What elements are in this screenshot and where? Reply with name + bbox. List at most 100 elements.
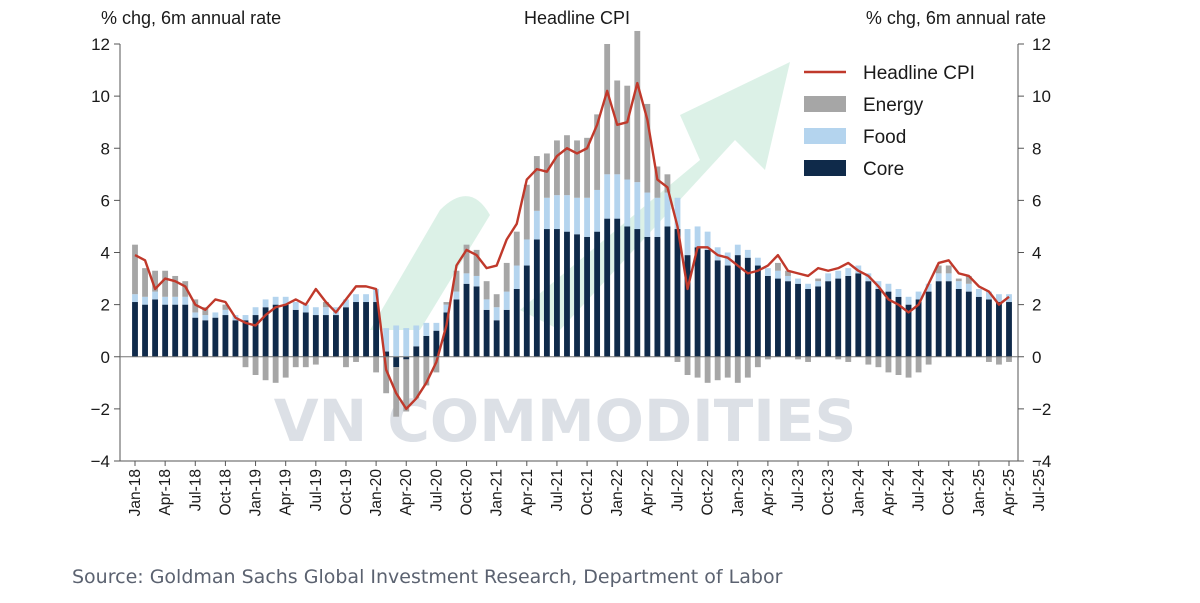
y-tick-label-left: 2: [101, 296, 110, 315]
bar-stack: [654, 166, 661, 357]
core-bar: [473, 286, 480, 357]
bar-stack: [734, 244, 741, 383]
core-bar: [564, 231, 570, 357]
bar-stack: [764, 268, 771, 360]
core-bar: [644, 236, 651, 357]
legend-item: Food: [804, 127, 906, 148]
bar-stack: [1006, 294, 1012, 362]
core-bar: [142, 304, 148, 357]
food-bar: [604, 174, 611, 219]
x-tick-label: Oct-22: [700, 469, 717, 516]
food-bar: [795, 278, 801, 284]
core-bar: [483, 309, 490, 357]
energy-bar: [523, 184, 530, 240]
x-tick-label: Jul-19: [308, 469, 325, 511]
bar-stack: [142, 268, 148, 357]
core-bar: [584, 236, 590, 357]
legend-label: Energy: [863, 95, 924, 116]
energy-bar: [815, 278, 822, 282]
core-bar: [343, 307, 349, 357]
energy-bar: [624, 85, 631, 180]
bar-stack: [965, 275, 972, 357]
energy-bar: [473, 249, 480, 276]
food-bar: [182, 296, 189, 305]
energy-bar: [654, 166, 661, 198]
energy-bar: [132, 244, 138, 295]
food-bar: [614, 174, 621, 219]
y-tick-label-right: −2: [1032, 400, 1051, 419]
food-bar: [493, 307, 500, 321]
energy-bar: [704, 356, 711, 383]
food-bar: [845, 268, 852, 276]
energy-bar: [785, 270, 791, 276]
energy-bar: [795, 356, 801, 360]
bar-stack: [945, 265, 952, 357]
core-bar: [423, 335, 430, 357]
legend-label: Headline CPI: [863, 63, 975, 84]
core-bar: [965, 291, 972, 357]
energy-bar: [574, 140, 580, 198]
core-bar: [764, 275, 771, 357]
food-bar: [764, 268, 771, 276]
food-bar: [915, 291, 922, 300]
food-bar: [945, 273, 952, 282]
legend: Headline CPI Energy Food Core: [804, 63, 975, 180]
left-axis-label: % chg, 6m annual rate: [101, 8, 281, 28]
food-bar: [262, 299, 269, 308]
bar-stack: [855, 265, 862, 357]
food-bar: [744, 249, 751, 258]
energy-bar: [754, 356, 761, 368]
bar-stack: [453, 270, 460, 357]
energy-bar: [403, 359, 410, 412]
bar-stack: [343, 299, 349, 368]
energy-bar: [483, 281, 490, 300]
core-bar: [162, 304, 169, 357]
core-bar: [694, 247, 701, 357]
energy-bar: [644, 103, 651, 193]
bar-stack: [383, 328, 390, 394]
bar-stack: [694, 226, 701, 378]
core-bar: [945, 281, 952, 357]
bar-stack: [182, 281, 189, 357]
core-bar: [614, 218, 621, 357]
bar-stack: [172, 275, 179, 357]
bar-stack: [975, 288, 982, 357]
legend-label: Core: [863, 159, 904, 180]
bar-stack: [483, 281, 490, 357]
core-bar: [835, 278, 842, 357]
core-bar: [353, 302, 359, 357]
bar-stack: [262, 299, 269, 381]
legend-item: Core: [804, 159, 904, 180]
bar-stack: [885, 283, 892, 373]
bar-stack: [805, 283, 811, 362]
energy-bar: [865, 356, 872, 365]
core-bar: [393, 356, 400, 368]
y-tick-label-left: 4: [101, 244, 110, 263]
energy-bar: [945, 265, 952, 274]
bar-stack: [242, 315, 249, 368]
energy-bar: [604, 44, 611, 175]
energy-bar: [594, 114, 601, 190]
x-tick-label: Jul-24: [911, 469, 928, 512]
energy-bar: [925, 356, 932, 365]
energy-bar: [1006, 356, 1012, 362]
food-bar: [503, 291, 510, 310]
energy-bar: [463, 244, 470, 274]
core-bar: [513, 288, 520, 357]
food-bar: [825, 273, 832, 282]
food-bar: [363, 294, 369, 303]
energy-bar: [684, 356, 691, 375]
core-bar: [302, 312, 309, 357]
food-bar: [453, 291, 460, 300]
core-bar: [895, 296, 902, 357]
x-tick-label: Jan-22: [609, 469, 626, 516]
core-bar: [533, 239, 540, 357]
bar-stack: [574, 140, 580, 357]
energy-bar: [242, 356, 249, 368]
bar-stack: [835, 270, 842, 360]
core-bar: [925, 291, 932, 357]
bar-stack: [272, 296, 279, 383]
energy-bar: [503, 262, 510, 292]
y-tick-label-left: 12: [91, 35, 110, 54]
